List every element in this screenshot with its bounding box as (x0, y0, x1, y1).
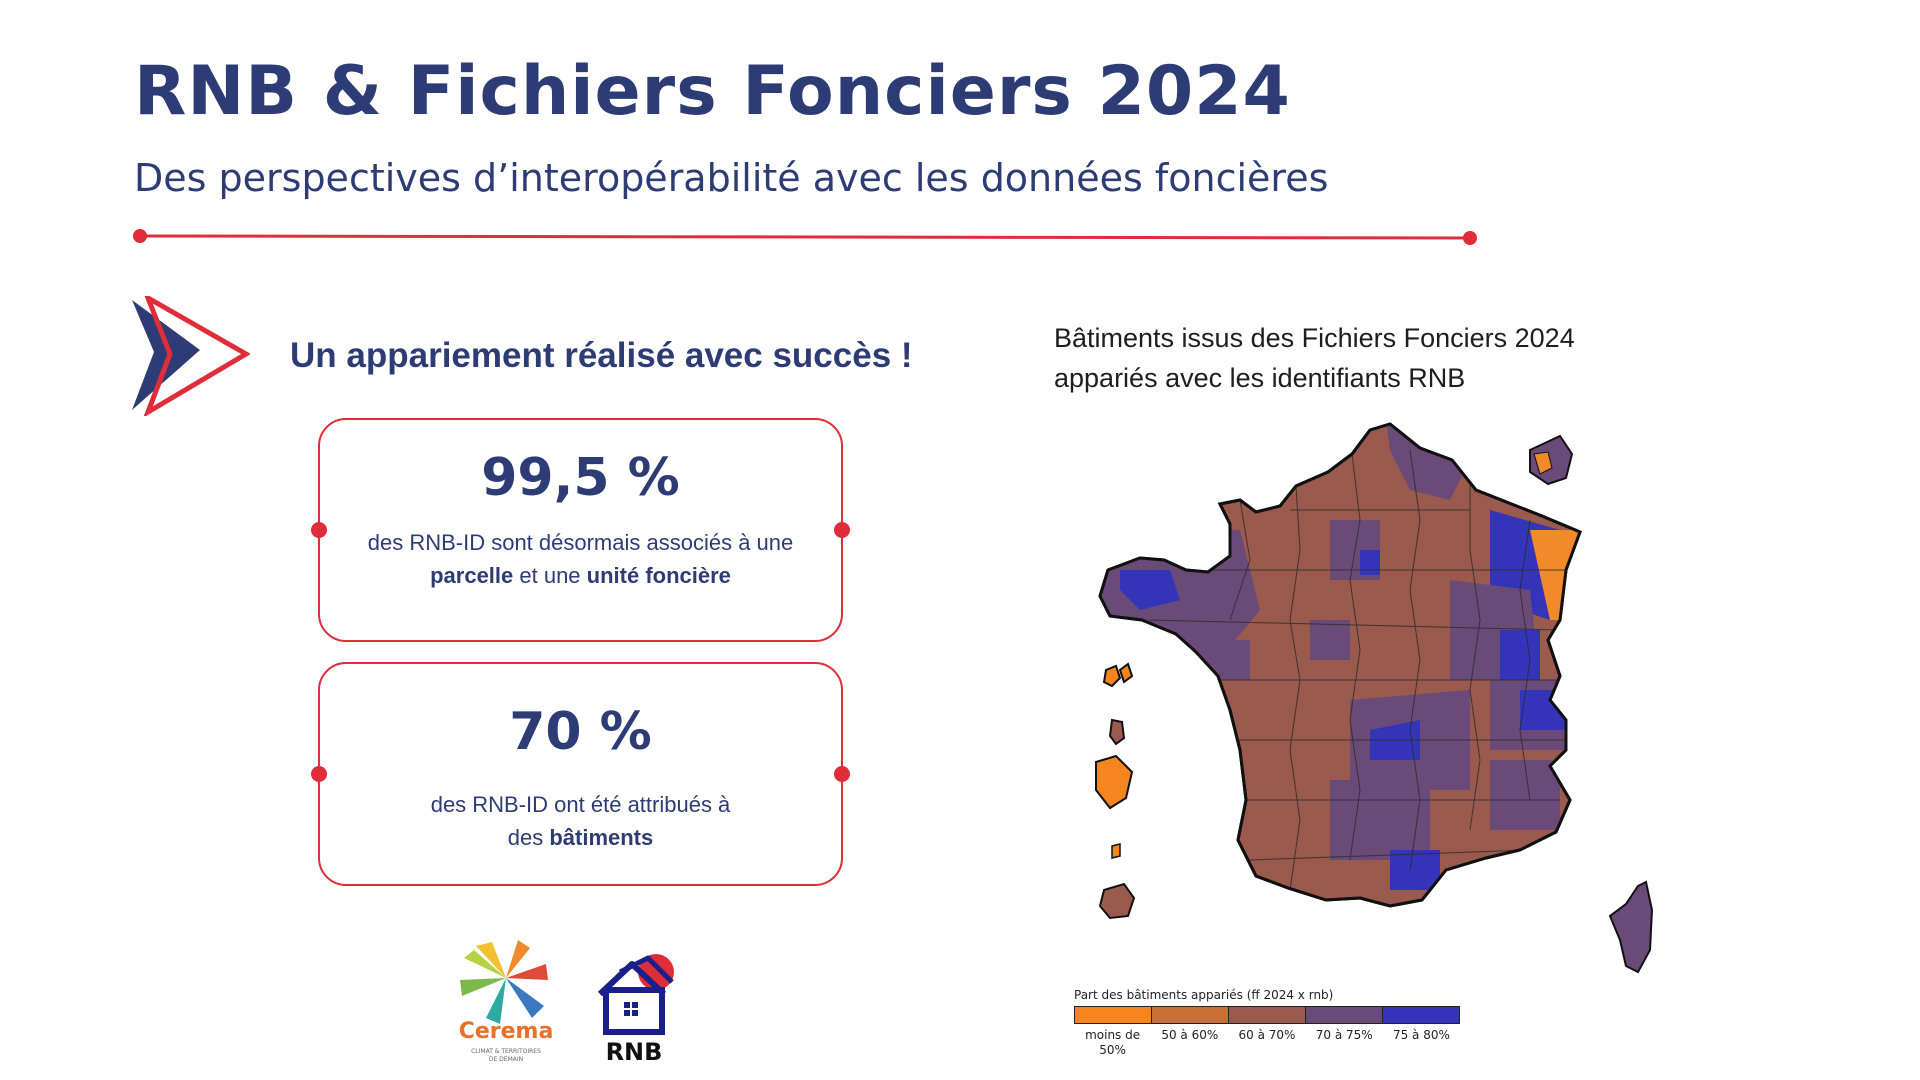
header-divider (133, 229, 1477, 245)
legend-label: 70 à 75% (1315, 1028, 1373, 1042)
cerema-logo: Cerema CLIMAT & TERRITOIRES DE DEMAIN (459, 940, 554, 1063)
card-dot (311, 766, 327, 782)
stat-card: 99,5 % des RNB-ID sont désormais associé… (311, 418, 850, 642)
legend-swatch (1229, 1007, 1306, 1023)
map-corsica (1608, 880, 1654, 974)
map-overseas-mayotte (1111, 843, 1121, 859)
stat-description: des RNB-ID sont désormais associés à une… (367, 530, 794, 588)
legend-label: 50 à 60% (1161, 1028, 1219, 1042)
stat-value: 70 % (509, 702, 652, 762)
legend-title: Part des bâtiments appariés (ff 2024 x r… (1074, 988, 1334, 1002)
map-overseas-reunion (1098, 882, 1136, 920)
rnb-wordmark: RNB (606, 1038, 663, 1066)
card-dot (311, 522, 327, 538)
legend-swatch (1306, 1007, 1383, 1023)
map-overseas-guadeloupe (1102, 662, 1134, 688)
page-title: RNB & Fichiers Fonciers 2024 (134, 52, 1291, 131)
map-overseas-martinique (1108, 718, 1126, 746)
legend-label: moins de 50% (1085, 1028, 1141, 1057)
cerema-tagline: CLIMAT & TERRITOIRES (471, 1048, 541, 1055)
legend-swatch (1075, 1007, 1152, 1023)
legend-swatch (1383, 1007, 1459, 1023)
map-title: Bâtiments issus des Fichiers Fonciers 20… (1054, 323, 1575, 393)
stat-value: 99,5 % (481, 448, 680, 508)
map-mainland-outline (1098, 422, 1582, 908)
cerema-wordmark: Cerema (459, 1019, 554, 1044)
chevron-right-icon (132, 296, 250, 416)
france-choropleth-map (1095, 422, 1654, 974)
card-dot (834, 766, 850, 782)
page-subtitle: Des perspectives d’interopérabilité avec… (134, 156, 1329, 200)
legend-label: 75 à 80% (1392, 1028, 1450, 1042)
map-overseas-guyane (1095, 754, 1134, 810)
rnb-logo: RNB (597, 954, 674, 1066)
cerema-tagline: DE DEMAIN (489, 1056, 523, 1063)
legend-label: 60 à 70% (1238, 1028, 1296, 1042)
map-legend: Part des bâtiments appariés (ff 2024 x r… (1074, 988, 1474, 1058)
legend-swatch (1152, 1007, 1229, 1023)
stat-description: des RNB-ID ont été attribués à des bâtim… (430, 792, 731, 850)
legend-colorbar (1074, 1006, 1460, 1024)
card-dot (834, 522, 850, 538)
section-heading: Un appariement réalisé avec succès ! (290, 336, 913, 375)
stat-card: 70 % des RNB-ID ont été attribués à des … (311, 662, 850, 886)
